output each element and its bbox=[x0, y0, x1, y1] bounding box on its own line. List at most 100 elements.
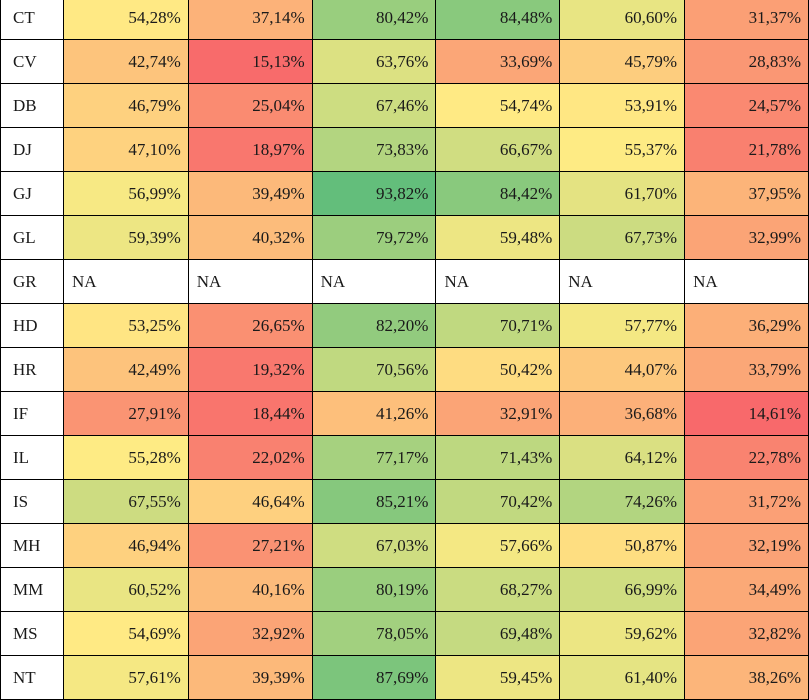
row-code-cell: IF bbox=[0, 391, 64, 436]
row-code-cell: DJ bbox=[0, 127, 64, 172]
value-cell: 24,57% bbox=[684, 83, 809, 128]
value-cell: 80,42% bbox=[311, 0, 437, 40]
row-code-cell: MM bbox=[0, 567, 64, 612]
value-cell: NA bbox=[187, 259, 313, 304]
value-cell: 22,78% bbox=[684, 435, 809, 480]
value-cell: 46,94% bbox=[62, 523, 189, 568]
value-cell: 57,66% bbox=[435, 523, 561, 568]
value-cell: 82,20% bbox=[311, 303, 437, 348]
value-cell: 39,39% bbox=[187, 655, 313, 700]
value-cell: 59,62% bbox=[559, 611, 686, 656]
value-cell: 87,69% bbox=[311, 655, 437, 700]
table-row: IF 27,91% 18,44% 41,26% 32,91% 36,68% 14,61% bbox=[0, 391, 809, 436]
table-row: DJ 47,10% 18,97% 73,83% 66,67% 55,37% 21,78% bbox=[0, 127, 809, 172]
value-cell: 46,64% bbox=[187, 479, 313, 524]
value-cell: 37,14% bbox=[187, 0, 313, 40]
value-cell: 70,71% bbox=[435, 303, 561, 348]
value-cell: 50,42% bbox=[435, 347, 561, 392]
value-cell: 63,76% bbox=[311, 39, 437, 84]
value-cell: 53,25% bbox=[62, 303, 189, 348]
value-cell: 26,65% bbox=[187, 303, 313, 348]
value-cell: 40,16% bbox=[187, 567, 313, 612]
value-cell: 38,26% bbox=[684, 655, 809, 700]
value-cell: 21,78% bbox=[684, 127, 809, 172]
value-cell: 18,97% bbox=[187, 127, 313, 172]
value-cell: 27,21% bbox=[187, 523, 313, 568]
value-cell: NA bbox=[62, 259, 189, 304]
value-cell: 50,87% bbox=[559, 523, 686, 568]
table-row: IS 67,55% 46,64% 85,21% 70,42% 74,26% 31,72% bbox=[0, 479, 809, 524]
value-cell: 32,91% bbox=[435, 391, 561, 436]
value-cell: 42,49% bbox=[62, 347, 189, 392]
value-cell: 59,45% bbox=[435, 655, 561, 700]
value-cell: 53,91% bbox=[559, 83, 686, 128]
table-row: GR NA NA NA NA NA NA bbox=[0, 259, 809, 304]
value-cell: 67,55% bbox=[62, 479, 189, 524]
value-cell: 34,49% bbox=[684, 567, 809, 612]
value-cell: 70,42% bbox=[435, 479, 561, 524]
value-cell: 45,79% bbox=[559, 39, 686, 84]
value-cell: 80,19% bbox=[311, 567, 437, 612]
value-cell: 40,32% bbox=[187, 215, 313, 260]
value-cell: 71,43% bbox=[435, 435, 561, 480]
value-cell: 27,91% bbox=[62, 391, 189, 436]
value-cell: 60,60% bbox=[559, 0, 686, 40]
value-cell: NA bbox=[559, 259, 686, 304]
value-cell: 59,39% bbox=[62, 215, 189, 260]
value-cell: 32,82% bbox=[684, 611, 809, 656]
value-cell: 32,19% bbox=[684, 523, 809, 568]
row-code-cell: MS bbox=[0, 611, 64, 656]
value-cell: 74,26% bbox=[559, 479, 686, 524]
value-cell: 33,79% bbox=[684, 347, 809, 392]
value-cell: NA bbox=[435, 259, 561, 304]
value-cell: 67,03% bbox=[311, 523, 437, 568]
row-code-cell: GJ bbox=[0, 171, 64, 216]
value-cell: 78,05% bbox=[311, 611, 437, 656]
row-code-cell: HR bbox=[0, 347, 64, 392]
value-cell: 22,02% bbox=[187, 435, 313, 480]
value-cell: 32,92% bbox=[187, 611, 313, 656]
value-cell: 64,12% bbox=[559, 435, 686, 480]
value-cell: 54,69% bbox=[62, 611, 189, 656]
table-row: MH 46,94% 27,21% 67,03% 57,66% 50,87% 32,19% bbox=[0, 523, 809, 568]
value-cell: 36,68% bbox=[559, 391, 686, 436]
value-cell: 77,17% bbox=[311, 435, 437, 480]
row-code-cell: CV bbox=[0, 39, 64, 84]
value-cell: 25,04% bbox=[187, 83, 313, 128]
value-cell: 56,99% bbox=[62, 171, 189, 216]
value-cell: 85,21% bbox=[311, 479, 437, 524]
table-row: HD 53,25% 26,65% 82,20% 70,71% 57,77% 36,29% bbox=[0, 303, 809, 348]
row-code-cell: HD bbox=[0, 303, 64, 348]
value-cell: 14,61% bbox=[684, 391, 809, 436]
value-cell: 19,32% bbox=[187, 347, 313, 392]
value-cell: 55,37% bbox=[559, 127, 686, 172]
value-cell: 57,61% bbox=[62, 655, 189, 700]
value-cell: NA bbox=[311, 259, 437, 304]
table-row: MS 54,69% 32,92% 78,05% 69,48% 59,62% 32,82% bbox=[0, 611, 809, 656]
value-cell: 67,73% bbox=[559, 215, 686, 260]
row-code-cell: IL bbox=[0, 435, 64, 480]
value-cell: 73,83% bbox=[311, 127, 437, 172]
value-cell: NA bbox=[684, 259, 809, 304]
value-cell: 42,74% bbox=[62, 39, 189, 84]
value-cell: 54,74% bbox=[435, 83, 561, 128]
value-cell: 93,82% bbox=[311, 171, 437, 216]
value-cell: 67,46% bbox=[311, 83, 437, 128]
table-row: CV 42,74% 15,13% 63,76% 33,69% 45,79% 28,83% bbox=[0, 39, 809, 84]
value-cell: 47,10% bbox=[62, 127, 189, 172]
value-cell: 54,28% bbox=[62, 0, 189, 40]
value-cell: 15,13% bbox=[187, 39, 313, 84]
table-row: CT 54,28% 37,14% 80,42% 84,48% 60,60% 31,37% bbox=[0, 0, 809, 40]
value-cell: 61,70% bbox=[559, 171, 686, 216]
value-cell: 31,37% bbox=[684, 0, 809, 40]
row-code-cell: IS bbox=[0, 479, 64, 524]
value-cell: 44,07% bbox=[559, 347, 686, 392]
value-cell: 84,42% bbox=[435, 171, 561, 216]
value-cell: 32,99% bbox=[684, 215, 809, 260]
table-row: DB 46,79% 25,04% 67,46% 54,74% 53,91% 24,57% bbox=[0, 83, 809, 128]
value-cell: 60,52% bbox=[62, 567, 189, 612]
table-row: NT 57,61% 39,39% 87,69% 59,45% 61,40% 38,26% bbox=[0, 655, 809, 700]
row-code-cell: CT bbox=[0, 0, 64, 40]
